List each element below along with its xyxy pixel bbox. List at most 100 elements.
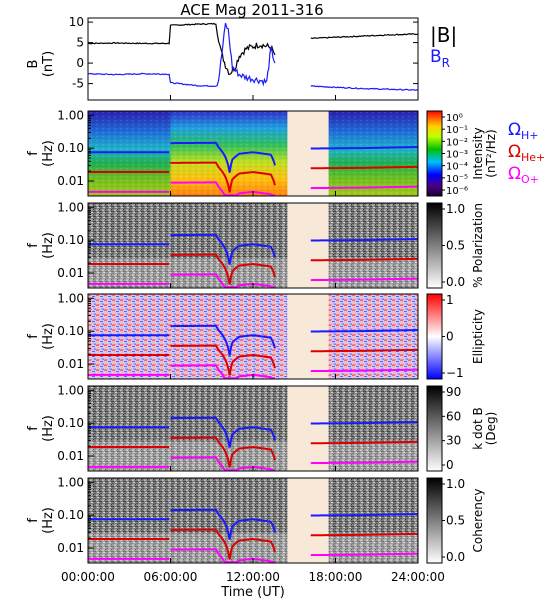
b-field-series-0-segment-0 — [87, 22, 276, 75]
legend-omega-Heplus: ΩHe+ — [508, 142, 545, 164]
panel-coherency-y-tick-label: 1.00 — [57, 475, 84, 489]
legend-b-radial-base: B — [430, 47, 442, 67]
panel-intensity-data-gap — [287, 111, 329, 196]
gyrofrequency-Hplus-line — [170, 233, 276, 265]
legend-b-magnitude: |B| — [430, 23, 457, 47]
gyrofrequency-Oplus-line — [170, 273, 275, 289]
spectrogram-panels: 1.000.100.01f (Hz)10⁰10⁻¹10⁻²10⁻³10⁻⁴10⁻⁵… — [26, 108, 545, 564]
panel-kdotb-y-unit: (Hz) — [41, 415, 56, 442]
panel-ellipticity-y-unit: (Hz) — [41, 323, 56, 350]
x-tick-label: 24:00:00 — [391, 570, 445, 584]
panel-kdotb: 1.00 0.10 0.01 f (Hz) 90 60 30 0 k dot B (Deg) — [26, 383, 498, 472]
colorbar-tick-label: 1.0 — [446, 477, 465, 491]
panel-polarization-data-gap — [287, 203, 329, 288]
panel-intensity-y-tick-label: 0.01 — [57, 174, 84, 188]
panel-kdotb-colorbar — [426, 385, 443, 472]
legend-omega-sub: H+ — [521, 129, 539, 142]
panel-intensity-texture — [88, 111, 418, 196]
gyrofrequency-Heplus-line — [170, 436, 276, 468]
b-field-y-ticks: 10 5 0 -5 — [69, 15, 418, 91]
legend-omega-symbol: Ω — [508, 142, 521, 162]
gyrofrequency-Hplus-line — [170, 141, 276, 173]
gyrofrequency-Heplus-line — [310, 165, 419, 170]
panel-coherency-data-gap — [287, 478, 329, 563]
colorbar-tick-label: −1 — [446, 366, 464, 380]
b-field-y-tick-label: 10 — [69, 15, 84, 29]
colorbar-tick-label: 10⁻³ — [446, 150, 468, 161]
panel-coherency-colorbar — [426, 477, 443, 564]
legend-omega-symbol: Ω — [508, 164, 521, 184]
panel-ellipticity-y-tick-label: 0.01 — [57, 357, 84, 371]
colorbar-tick-label: 0.5 — [446, 514, 465, 528]
colorbar-tick-label: 0.0 — [446, 275, 465, 289]
b-field-y-label: B — [26, 60, 41, 69]
panel-intensity-colorbar — [426, 110, 443, 197]
panel-intensity-y-label: f — [26, 151, 41, 156]
colorbar-tick-label: 10⁻⁴ — [446, 162, 468, 173]
b-field-y-unit: (nT) — [41, 51, 56, 77]
b-field-y-tick-label: 0 — [76, 56, 84, 70]
legend-omega-sub: O+ — [521, 173, 539, 186]
gyrofrequency-Hplus-line — [170, 324, 276, 356]
panel-polarization-colorbar-label: % Polarization — [471, 203, 485, 288]
panel-coherency-y-tick-label: 0.10 — [57, 508, 84, 522]
colorbar-tick-label: 0 — [446, 330, 454, 344]
colorbar-tick-label: 0 — [446, 458, 454, 472]
legend-omega-symbol: Ω — [508, 120, 521, 140]
gyrofrequency-Oplus-line — [310, 368, 419, 373]
panel-polarization-y-label: f — [26, 243, 41, 248]
gyrofrequency-Heplus-line — [170, 344, 276, 376]
gyrofrequency-Oplus-line — [310, 460, 419, 465]
panel-polarization-y-tick-label: 0.10 — [57, 233, 84, 247]
colorbar-tick-label: 1 — [446, 293, 454, 307]
panel-intensity-y-unit: (Hz) — [41, 140, 56, 167]
panel-ellipticity-bg — [88, 294, 418, 379]
colorbar-tick-label: 1.0 — [446, 202, 465, 216]
legend-omega-Oplus: ΩO+ — [508, 164, 539, 186]
panel-ellipticity-y-tick-label: 1.00 — [57, 291, 84, 305]
colorbar-tick-label: 30 — [446, 434, 461, 448]
b-field-y-tick-label: 5 — [76, 36, 84, 50]
gyrofrequency-Hplus-line — [310, 329, 419, 333]
panel-intensity-colorbar-unit: (nT²/Hz) — [484, 129, 498, 177]
colorbar-tick-label: 10⁻⁵ — [446, 174, 468, 185]
panel-intensity-y-tick-label: 1.00 — [57, 108, 84, 122]
legend-b-radial-sub: R — [442, 56, 450, 70]
panel-polarization-y-tick-label: 0.01 — [57, 266, 84, 280]
panel-coherency-colorbar-label: Coherency — [471, 488, 485, 552]
gyrofrequency-Oplus-line — [310, 277, 419, 282]
gyrofrequency-Oplus-line — [170, 364, 275, 380]
b-field-series-0-segment-1 — [310, 33, 419, 40]
panel-coherency-y-tick-label: 0.01 — [57, 541, 84, 555]
panel-intensity-colorbar-label: Intensity — [471, 127, 485, 179]
panel-coherency-y-label: f — [26, 518, 41, 523]
gyrofrequency-Heplus-line — [310, 257, 419, 262]
gyrofrequency-Heplus-line — [310, 348, 419, 353]
panel-polarization: 1.00 0.10 0.01 f (Hz) 1.0 0.5 0.0 % Polarization — [26, 200, 485, 289]
panel-polarization-y-tick-label: 1.00 — [57, 200, 84, 214]
colorbar-tick-label: 10⁰ — [446, 113, 463, 124]
gyrofrequency-Oplus-line — [170, 181, 275, 197]
x-tick-label: 00:00:00 — [61, 570, 115, 584]
panel-coherency: 1.00 0.10 0.01 f (Hz) 1.0 0.5 0.0 Coherency — [26, 475, 485, 564]
gyrofrequency-Heplus-line — [310, 440, 419, 445]
panel-intensity-y-tick-label: 0.10 — [57, 141, 84, 155]
panel-kdotb-y-label: f — [26, 426, 41, 431]
time-axis: 00:00:00 06:00:00 12:00:00 18:00:00 24:00:00 — [61, 570, 445, 584]
legend-b-radial: BR — [430, 47, 450, 70]
panel-ellipticity-colorbar-label: Ellipticity — [471, 309, 485, 364]
panel-ellipticity-y-label: f — [26, 334, 41, 339]
gyrofrequency-Hplus-line — [170, 416, 276, 448]
colorbar-tick-label: 10⁻⁶ — [446, 186, 468, 197]
gyrofrequency-Hplus-line — [170, 508, 276, 540]
b-field-series-1-segment-1 — [310, 85, 419, 91]
gyrofrequency-Heplus-line — [170, 528, 276, 560]
colorbar-tick-label: 60 — [446, 409, 461, 423]
gyrofrequency-Hplus-line — [310, 238, 419, 242]
panel-ellipticity-y-tick-label: 0.10 — [57, 324, 84, 338]
x-tick-label: 18:00:00 — [309, 570, 363, 584]
panel-kdotb-y-tick-label: 0.10 — [57, 416, 84, 430]
colorbar-tick-label: 0.0 — [446, 550, 465, 564]
gyrofrequency-Heplus-line — [170, 253, 276, 285]
